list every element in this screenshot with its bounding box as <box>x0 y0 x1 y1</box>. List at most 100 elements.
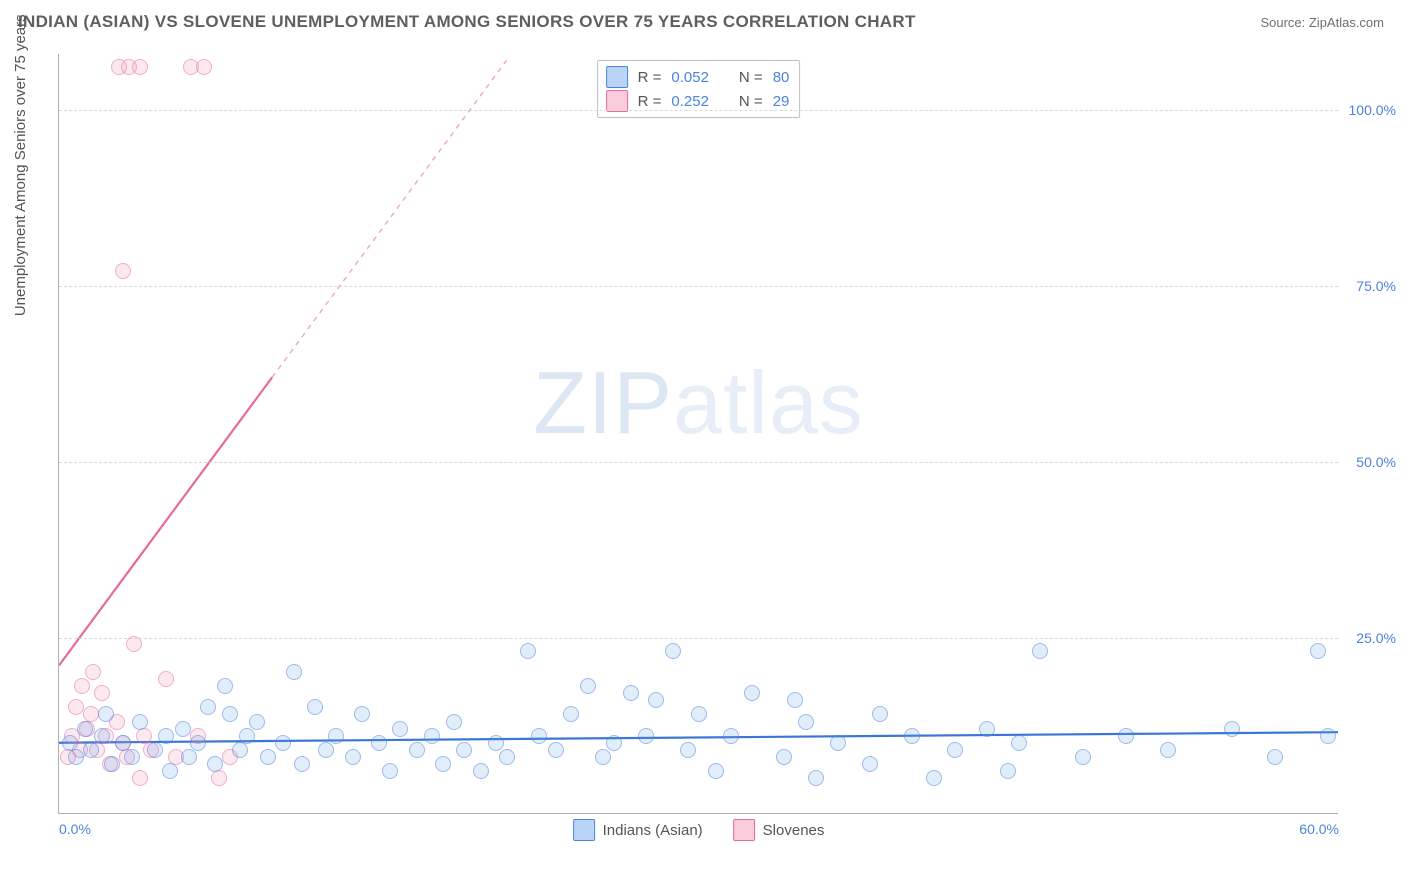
watermark: ZIPatlas <box>533 352 864 454</box>
data-point <box>548 742 564 758</box>
data-point <box>947 742 963 758</box>
swatch-a <box>606 66 628 88</box>
data-point <box>211 770 227 786</box>
n-label: N = <box>739 69 763 86</box>
data-point <box>723 728 739 744</box>
legend-row-a: R = 0.052 N = 80 <box>606 65 790 89</box>
data-point <box>872 706 888 722</box>
y-tick-label: 75.0% <box>1356 278 1396 294</box>
data-point <box>1011 735 1027 751</box>
data-point <box>862 756 878 772</box>
y-tick-label: 25.0% <box>1356 630 1396 646</box>
source-prefix: Source: <box>1260 15 1308 30</box>
data-point <box>132 714 148 730</box>
data-point <box>68 749 84 765</box>
data-point <box>1224 721 1240 737</box>
source-name: ZipAtlas.com <box>1309 15 1384 30</box>
data-point <box>371 735 387 751</box>
data-point <box>345 749 361 765</box>
data-point <box>190 735 206 751</box>
data-point <box>181 749 197 765</box>
data-point <box>68 699 84 715</box>
data-point <box>94 685 110 701</box>
data-point <box>680 742 696 758</box>
data-point <box>623 685 639 701</box>
data-point <box>808 770 824 786</box>
data-point <box>115 263 131 279</box>
data-point <box>409 742 425 758</box>
data-point <box>1075 749 1091 765</box>
data-point <box>222 706 238 722</box>
data-point <box>563 706 579 722</box>
data-point <box>158 728 174 744</box>
data-point <box>249 714 265 730</box>
data-point <box>286 664 302 680</box>
r-value-b: 0.252 <box>671 93 709 110</box>
r-label: R = <box>638 93 662 110</box>
data-point <box>580 678 596 694</box>
data-point <box>531 728 547 744</box>
data-point <box>318 742 334 758</box>
swatch-b <box>606 90 628 112</box>
data-point <box>196 59 212 75</box>
data-point <box>424 728 440 744</box>
data-point <box>520 643 536 659</box>
series-legend: Indians (Asian) Slovenes <box>573 819 825 841</box>
gridline <box>59 110 1338 111</box>
chart-container: Unemployment Among Seniors over 75 years… <box>18 46 1388 858</box>
data-point <box>435 756 451 772</box>
data-point <box>926 770 942 786</box>
x-tick-label: 0.0% <box>59 821 91 837</box>
data-point <box>904 728 920 744</box>
data-point <box>74 678 90 694</box>
data-point <box>1310 643 1326 659</box>
data-point <box>162 763 178 779</box>
legend-item-b: Slovenes <box>733 819 825 841</box>
data-point <box>691 706 707 722</box>
r-value-a: 0.052 <box>671 69 709 86</box>
x-tick-label: 60.0% <box>1299 821 1339 837</box>
data-point <box>98 706 114 722</box>
data-point <box>104 756 120 772</box>
legend-item-a: Indians (Asian) <box>573 819 703 841</box>
legend-label-b: Slovenes <box>763 822 825 839</box>
watermark-light: atlas <box>673 353 864 452</box>
data-point <box>446 714 462 730</box>
data-point <box>830 735 846 751</box>
data-point <box>595 749 611 765</box>
data-point <box>94 728 110 744</box>
data-point <box>787 692 803 708</box>
gridline <box>59 286 1338 287</box>
chart-title: INDIAN (ASIAN) VS SLOVENE UNEMPLOYMENT A… <box>18 12 916 32</box>
data-point <box>473 763 489 779</box>
data-point <box>294 756 310 772</box>
data-point <box>1118 728 1134 744</box>
data-point <box>1160 742 1176 758</box>
gridline <box>59 638 1338 639</box>
data-point <box>382 763 398 779</box>
data-point <box>665 643 681 659</box>
y-tick-label: 100.0% <box>1349 102 1396 118</box>
n-value-b: 29 <box>773 93 790 110</box>
r-label: R = <box>638 69 662 86</box>
data-point <box>606 735 622 751</box>
trendlines <box>59 54 1338 813</box>
data-point <box>1032 643 1048 659</box>
data-point <box>638 728 654 744</box>
data-point <box>132 770 148 786</box>
data-point <box>239 728 255 744</box>
data-point <box>1320 728 1336 744</box>
data-point <box>979 721 995 737</box>
data-point <box>124 749 140 765</box>
data-point <box>307 699 323 715</box>
source-label: Source: ZipAtlas.com <box>1260 15 1384 30</box>
data-point <box>275 735 291 751</box>
data-point <box>392 721 408 737</box>
legend-label-a: Indians (Asian) <box>603 822 703 839</box>
data-point <box>207 756 223 772</box>
n-label: N = <box>739 93 763 110</box>
data-point <box>648 692 664 708</box>
watermark-bold: ZIP <box>533 353 673 452</box>
data-point <box>328 728 344 744</box>
swatch-a <box>573 819 595 841</box>
